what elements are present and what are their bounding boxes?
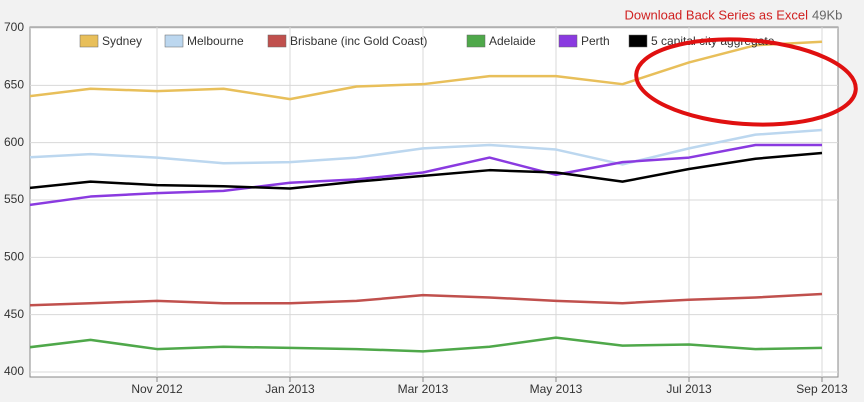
legend-label: Adelaide [489, 34, 536, 48]
series-line [30, 143, 822, 207]
series-line [30, 336, 823, 353]
highlight-circle [634, 37, 858, 127]
x-tick-label: Sep 2013 [796, 382, 848, 396]
legend-swatch [628, 34, 648, 48]
y-tick-label: 400 [4, 364, 24, 378]
y-tick-label: 600 [4, 135, 24, 149]
x-tick-label: Jan 2013 [265, 382, 315, 396]
legend-label: Perth [581, 34, 610, 48]
x-tick-label: Mar 2013 [398, 382, 449, 396]
y-tick-label: 650 [4, 78, 24, 92]
x-tick-label: May 2013 [530, 382, 583, 396]
legend-swatch [79, 34, 99, 48]
legend-label: Melbourne [187, 34, 244, 48]
x-tick-label: Nov 2012 [131, 382, 183, 396]
plot-area [29, 26, 839, 378]
download-link[interactable]: Download Back Series as Excel [624, 7, 808, 22]
download-size: 49Kb [812, 7, 842, 22]
legend-label: Sydney [102, 34, 142, 48]
legend-label: Brisbane (inc Gold Coast) [290, 34, 427, 48]
y-tick-label: 500 [4, 250, 24, 264]
legend-swatch [267, 34, 287, 48]
series-line [30, 40, 823, 101]
series-line [30, 128, 823, 166]
y-tick-label: 550 [4, 192, 24, 206]
legend-swatch [466, 34, 486, 48]
x-tick-label: Jul 2013 [666, 382, 712, 396]
legend-swatch [164, 34, 184, 48]
series-line [30, 151, 823, 190]
series-line [30, 292, 823, 307]
legend-swatch [558, 34, 578, 48]
y-tick-label: 450 [4, 307, 24, 321]
y-tick-label: 700 [4, 20, 24, 34]
